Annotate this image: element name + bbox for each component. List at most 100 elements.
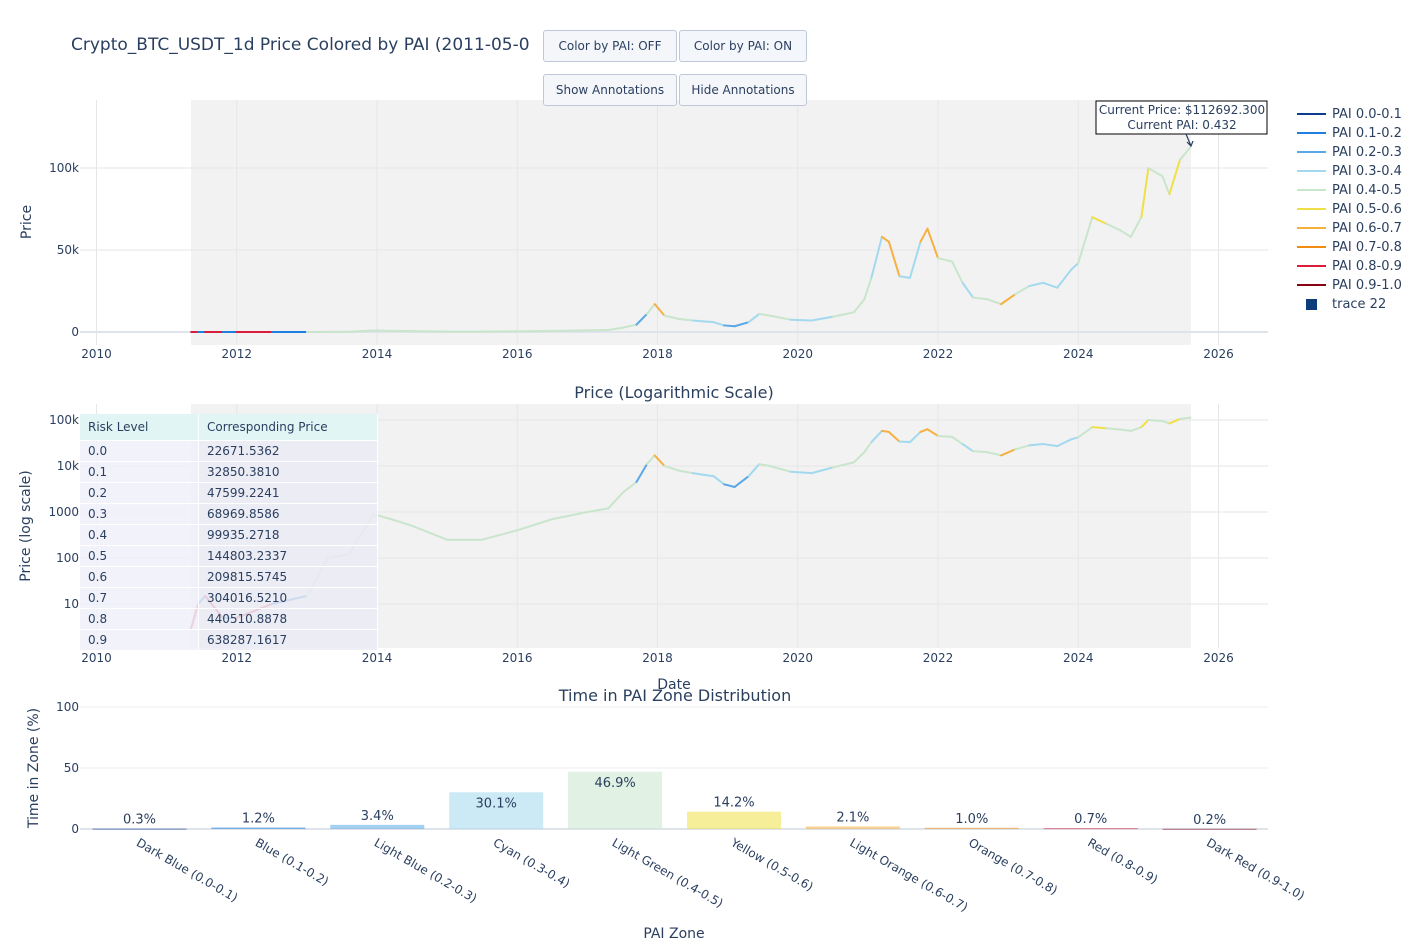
log-price-segment [691,472,715,478]
bar-value-label: 46.9% [594,776,635,791]
price-segment [1000,293,1017,306]
legend-label: trace 22 [1332,297,1386,312]
table-cell: 209815.5745 [198,566,378,588]
annotation-price-text: Current Price: $112692.300 [1099,103,1265,117]
price-segment [1147,167,1164,178]
color-by-pai-on-button[interactable]: Color by PAI: ON [679,30,807,62]
category-tick-label: Orange (0.7-0.8) [966,835,1060,897]
category-tick-label: Blue (0.1-0.2) [253,835,331,888]
category-tick-label: Dark Blue (0.0-0.1) [134,835,240,904]
category-tick-label: Light Orange (0.6-0.7) [847,835,970,914]
log-price-segment [1091,426,1108,430]
log-price-segment [723,483,736,488]
bar-value-label: 30.1% [476,796,517,811]
price-segment [691,319,715,324]
x-tick-label: 2026 [1203,651,1234,665]
price-segment [880,235,890,243]
linear-price-line [190,146,1192,333]
x-tick-label: 2012 [221,651,252,665]
table-cell: 47599.2241 [198,482,378,504]
log-x-axis-label: Date [657,677,690,693]
price-segment [1070,262,1080,271]
log-price-segment [1161,420,1171,425]
log-price-segment [411,524,449,541]
bar-value-label: 1.2% [242,812,275,827]
color-by-pai-off-button[interactable]: Color by PAI: OFF [543,30,677,62]
log-price-segment [712,475,726,486]
legend-label: PAI 0.5-0.6 [1332,202,1402,217]
y-tick-label: 50 [64,761,79,775]
price-segment [1129,216,1143,238]
price-segment [919,227,929,243]
table-row: 0.8 440510.8878 [80,608,378,630]
table-header: Risk Level [80,414,199,441]
bar-x-axis-label: PAI Zone [643,926,704,942]
x-tick-label: 2020 [782,347,813,361]
log-price-segment [1178,416,1192,421]
log-price-segment [789,470,813,475]
show-annotations-button[interactable]: Show Annotations [543,74,677,106]
table-cell: 0.8 [80,608,199,630]
y-tick-label: 100 [56,700,79,714]
x-tick-label: 2010 [81,347,112,361]
bar [687,811,781,829]
bar [1043,828,1138,830]
log-price-segment [887,430,901,443]
log-price-segment [1105,427,1122,431]
table-cell: 0.4 [80,524,199,546]
legend-label: PAI 0.9-1.0 [1332,278,1402,293]
x-tick-label: 2016 [502,651,533,665]
linear-y-axis-label: Price [19,205,35,239]
log-price-segment [1140,419,1150,429]
price-segment [712,321,726,327]
log-price-segment [607,491,624,510]
y-tick-label: 100k [49,161,79,175]
price-segment [1056,268,1073,289]
price-segment [898,275,911,279]
table-row: 0.1 32850.3810 [80,461,378,483]
bar-value-label: 1.0% [955,812,988,827]
log-price-segment [516,518,554,532]
price-segment [663,314,680,320]
linear-price-panel: 2010 2012 2014 2016 2018 2020 2022 2024 2026 0 50k… [19,100,1268,361]
log-price-segment [621,480,638,494]
price-segment [621,323,638,329]
current-price-annotation: Current Price: $112692.300 Current PAI: … [1095,100,1268,148]
log-price-segment [768,465,792,473]
bar-y-axis-label: Time in Zone (%) [26,708,42,829]
log-price-segment [1042,443,1059,448]
bar-series: 0.3% Dark Blue (0.0-0.1)1.2% Blue (0.1-0.2… [92,771,1307,914]
price-segment [831,311,855,318]
x-tick-label: 2014 [362,347,393,361]
price-segment [347,329,375,333]
bar [1162,828,1257,830]
x-tick-label: 2026 [1203,347,1234,361]
risk-level-table: Risk Level Corresponding Price 0.0 22671.… [80,414,378,650]
hide-annotations-button[interactable]: Hide Annotations [679,74,807,106]
table-row: 0.5 144803.2337 [80,545,378,567]
log-price-segment [635,463,648,483]
bar [92,828,187,830]
price-segment [653,303,666,317]
table-row: 0.0 22671.5362 [80,440,378,462]
price-segment [607,326,624,332]
log-axis-ticks: 2010 2012 2014 2016 2018 2020 2022 2024 2026 10 10… [48,413,1233,665]
log-price-segment [747,463,761,478]
table-cell: 0.1 [80,461,199,483]
bar-value-label: 0.2% [1193,813,1226,828]
price-segment [1178,146,1192,161]
x-tick-label: 2014 [362,651,393,665]
log-price-segment [663,465,680,472]
legend-label: PAI 0.4-0.5 [1332,183,1402,198]
price-segment [1105,222,1122,232]
price-segment [1091,216,1108,225]
legend-marker [1306,299,1317,310]
bar [330,824,425,829]
bar-value-label: 3.4% [361,809,394,824]
bar [449,792,544,829]
x-tick-label: 2016 [502,347,533,361]
bar [211,827,306,829]
table-cell: 0.0 [80,440,199,462]
log-price-segment [908,430,922,444]
price-segment [1028,281,1045,288]
